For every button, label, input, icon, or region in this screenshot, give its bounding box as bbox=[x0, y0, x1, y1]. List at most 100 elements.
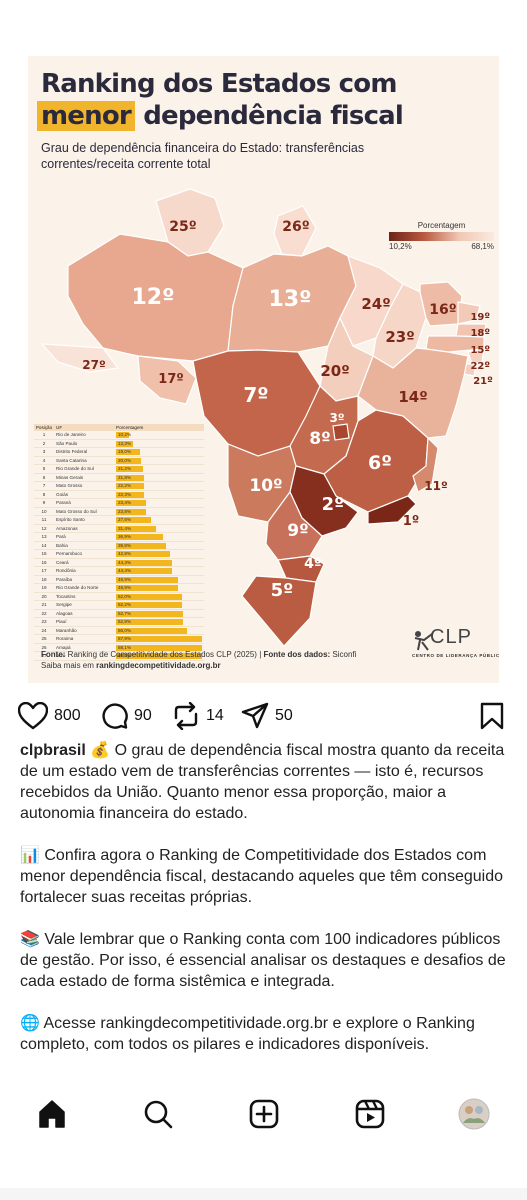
state-rank-label: 23º bbox=[385, 328, 414, 346]
repost-button[interactable]: 14 bbox=[172, 702, 224, 730]
row-position: 21 bbox=[41, 602, 47, 607]
row-pct-text: 44,4% bbox=[118, 568, 132, 573]
state-rank-label: 21º bbox=[473, 376, 493, 387]
row-position: 8 bbox=[42, 491, 46, 497]
row-pct-text: 27,6% bbox=[118, 517, 132, 522]
row-bar bbox=[116, 636, 202, 642]
caption-text-1: 💰 O grau de dependência fiscal mostra qu… bbox=[20, 742, 505, 822]
row-position: 1 bbox=[42, 432, 46, 437]
row-uf: Mato Grosso bbox=[56, 483, 83, 488]
row-uf: Piauí bbox=[56, 619, 67, 624]
send-icon bbox=[241, 702, 269, 729]
table-row: 19 Rio Grande do Norte 48,9% bbox=[34, 584, 204, 593]
row-percentage: 56,0% bbox=[116, 627, 204, 635]
row-percentage: 68,1% bbox=[116, 652, 204, 660]
table-row: 26 Amapá 68,1% bbox=[34, 644, 204, 652]
state-es bbox=[412, 436, 439, 493]
row-position: 4 bbox=[42, 457, 46, 463]
row-percentage: 10,2% bbox=[116, 431, 204, 439]
nav-home[interactable] bbox=[36, 1098, 68, 1130]
state-rank-label: 13º bbox=[268, 287, 311, 312]
system-bottom-strip bbox=[0, 1188, 527, 1200]
row-uf: Santa Catarina bbox=[56, 457, 87, 463]
nav-create[interactable] bbox=[248, 1098, 280, 1130]
share-count: 50 bbox=[275, 706, 293, 724]
table-row: 17 Rondônia 44,4% bbox=[34, 567, 204, 576]
row-position: 27 bbox=[41, 653, 47, 658]
table-row: 2 São Paulo 13,3% bbox=[34, 440, 204, 448]
row-pct-text: 68,1% bbox=[118, 644, 132, 650]
table-row: 22 Alagoas 52,7% bbox=[34, 610, 204, 618]
row-position: 17 bbox=[41, 568, 47, 573]
infographic-title-line2: menor dependência fiscal bbox=[37, 100, 404, 132]
table-row: 3 Distrito Federal 19,0% bbox=[34, 448, 204, 457]
share-button[interactable]: 50 bbox=[241, 702, 293, 729]
state-rank-label: 9º bbox=[287, 521, 308, 541]
repost-icon bbox=[174, 702, 198, 730]
like-button[interactable]: 800 bbox=[18, 702, 81, 730]
row-uf: Rio Grande do Sul bbox=[56, 466, 94, 471]
row-pct-text: 42,8% bbox=[118, 551, 132, 556]
row-uf: Ceará bbox=[56, 559, 69, 565]
clp-logo-mark bbox=[414, 631, 433, 651]
like-count: 800 bbox=[54, 707, 81, 724]
row-pct-text: 67,9% bbox=[118, 636, 132, 641]
row-bar bbox=[116, 602, 182, 608]
row-position: 14 bbox=[41, 542, 47, 548]
more-text: Saiba mais em bbox=[41, 661, 94, 670]
post-image[interactable]: Ranking dos Estados com menor dependênci… bbox=[28, 56, 499, 683]
state-rank-label: 19º bbox=[470, 312, 490, 323]
state-rank-label: 12º bbox=[131, 285, 174, 310]
row-uf: Tocantins bbox=[56, 593, 76, 599]
row-pct-text: 36,9% bbox=[118, 534, 132, 539]
legend-max: 68,1% bbox=[471, 242, 494, 251]
heart-icon bbox=[18, 702, 48, 730]
row-uf: Minas Gerais bbox=[56, 474, 84, 480]
row-bar bbox=[116, 449, 140, 455]
state-rank-label: 17º bbox=[158, 372, 183, 387]
row-bar bbox=[116, 542, 167, 549]
table-row: 14 Bahia 39,8% bbox=[34, 542, 204, 550]
caption-username[interactable]: clpbrasil bbox=[20, 742, 86, 759]
row-pct-text: 31,4% bbox=[118, 525, 132, 531]
comment-icon bbox=[102, 703, 128, 729]
save-button[interactable] bbox=[480, 702, 504, 730]
nav-profile[interactable] bbox=[458, 1098, 490, 1130]
row-percentage: 44,4% bbox=[116, 567, 204, 575]
row-uf: Paraná bbox=[56, 500, 71, 505]
row-bar bbox=[116, 432, 129, 438]
more-link: rankingdecompetitividade.org.br bbox=[96, 661, 221, 670]
header-percentage: Porcentagem bbox=[116, 425, 144, 430]
row-bar bbox=[116, 585, 178, 591]
state-rn bbox=[457, 301, 481, 325]
state-rank-label: 25º bbox=[169, 219, 196, 235]
table-row: 21 Sergipe 52,2% bbox=[34, 601, 204, 610]
nav-search[interactable] bbox=[142, 1098, 174, 1130]
row-uf: Mato Grosso do Sul bbox=[56, 508, 97, 514]
table-row: 18 Paraíba 48,9% bbox=[34, 576, 204, 584]
row-pct-text: 23,4% bbox=[118, 500, 132, 505]
row-uf: Pará bbox=[56, 534, 66, 539]
comment-button[interactable]: 90 bbox=[101, 702, 152, 729]
table-row: 10 Mato Grosso do Sul 23,8% bbox=[34, 508, 204, 516]
row-position: 20 bbox=[41, 593, 47, 599]
row-pct-text: 39,8% bbox=[118, 542, 132, 548]
caption-paragraph-4: 🌐 Acesse rankingdecompetitividade.org.br… bbox=[20, 1015, 475, 1053]
header-position: Posição bbox=[35, 425, 53, 430]
row-pct-text: 56,0% bbox=[118, 627, 132, 633]
row-position: 3 bbox=[42, 449, 46, 454]
table-row: 5 Rio Grande do Sul 21,2% bbox=[34, 465, 204, 474]
row-position: 2 bbox=[42, 440, 46, 446]
row-percentage: 68,1% bbox=[116, 644, 204, 652]
caption-fade bbox=[0, 1068, 527, 1086]
search-icon bbox=[144, 1100, 173, 1129]
row-position: 25 bbox=[41, 636, 47, 641]
table-row: 24 Maranhão 56,0% bbox=[34, 627, 204, 635]
row-pct-text: 21,8% bbox=[118, 474, 132, 480]
state-rank-label: 14º bbox=[398, 388, 427, 406]
state-rj bbox=[367, 495, 417, 525]
nav-reels[interactable] bbox=[354, 1098, 386, 1130]
row-position: 24 bbox=[41, 627, 47, 633]
table-row: 12 Amazonas 31,4% bbox=[34, 525, 204, 533]
state-pr bbox=[265, 490, 323, 561]
